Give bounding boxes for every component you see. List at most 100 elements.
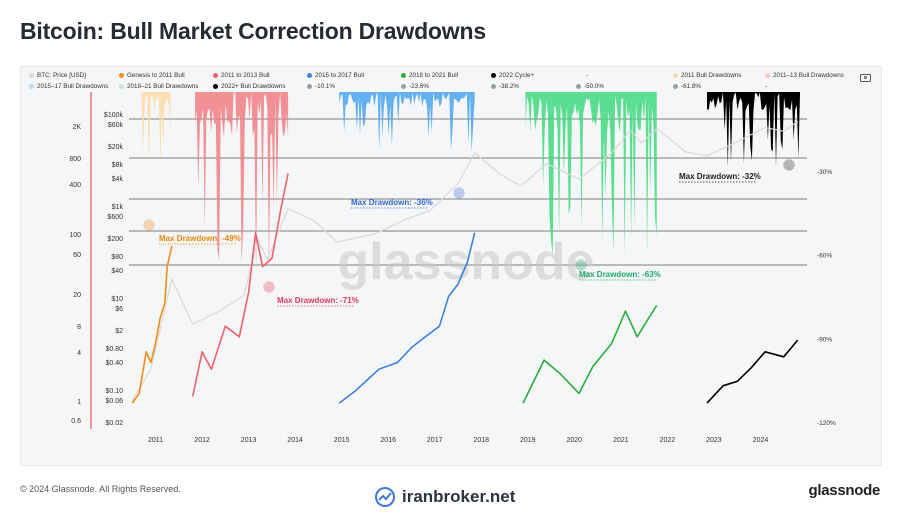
max-drawdown-label: Max Drawdown: -63% [579,270,661,279]
drawdown-fill [141,92,171,166]
legend-dot [673,72,678,78]
legend-dot [119,72,124,78]
legend-item[interactable]: 2022 Cycle+ [491,72,534,80]
footer-brand: iranbroker.net [374,484,515,510]
y-outer-tick-label: 8 [77,324,81,331]
max-drawdown-label: Max Drawdown: -49% [159,234,241,243]
legend-item[interactable]: -38.2% [491,83,519,91]
y-inner-tick-label: $80 [111,254,123,261]
y-outer-tick-label: 20 [73,292,81,299]
y-inner-tick-label: $60k [108,122,124,129]
y-outer-tick-label: 400 [69,182,81,189]
max-drawdown-label: Max Drawdown: -71% [277,296,359,305]
x-tick-label: 2020 [567,437,583,444]
legend-item[interactable]: Genesis to 2011 Bull [119,72,185,80]
brand-text: iranbroker.net [402,487,516,506]
max-drawdown-marker [263,281,275,293]
legend-item[interactable]: 2011–13 Bull Drawdowns [765,72,844,80]
chart-legend: BTC: Price [USD] Genesis to 2011 Bull 20… [21,67,881,93]
y-outer-tick-label: 100 [69,232,81,239]
glassnode-logo: glassnode [808,482,881,499]
y-inner-tick-label: $2 [115,328,123,335]
legend-dot [491,72,496,78]
x-tick-label: 2023 [706,437,722,444]
series-line [131,245,173,404]
max-drawdown-label: Max Drawdown: -36% [351,198,433,207]
y-right-tick-label: -60% [817,253,832,260]
y-inner-tick-label: $40 [111,268,123,275]
legend-item[interactable]: -23.6% [401,83,429,91]
series-line [131,121,799,401]
y-inner-tick-label: $1k [112,204,124,211]
max-drawdown-label: Max Drawdown: -32% [679,172,761,181]
series-line [192,173,289,397]
legend-dot [29,83,34,89]
legend-item[interactable]: - [586,72,589,79]
legend-dot [673,83,678,89]
legend-dot [213,72,218,78]
legend-dot [401,83,406,89]
x-tick-label: 2014 [287,437,303,444]
y-outer-tick-label: 2K [72,124,81,131]
legend-dot [307,83,312,89]
y-inner-tick-label: $20k [108,144,124,151]
max-drawdown-marker [453,187,465,199]
y-inner-tick-label: $6 [115,306,123,313]
max-drawdown-marker [575,259,587,271]
legend-item[interactable]: - [765,83,768,90]
legend-item[interactable]: 2018 to 2021 Bull [401,72,458,80]
y-inner-tick-label: $4k [112,176,124,183]
y-inner-tick-label: $100k [104,112,124,119]
drawdown-fill [339,92,475,152]
y-inner-tick-label: $0.80 [105,346,123,353]
camera-icon[interactable] [860,74,871,82]
legend-item[interactable]: 2011 Bull Drawdowns [673,72,741,80]
y-outer-tick-label: 0.6 [71,418,81,425]
drawdown-fill [525,92,657,256]
y-outer-tick-label: 800 [69,156,81,163]
x-tick-label: 2024 [753,437,769,444]
x-tick-label: 2016 [380,437,396,444]
y-right-tick-label: -120% [817,420,836,427]
series-line [338,232,476,404]
copyright-text: © 2024 Glassnode. All Rights Reserved. [20,484,181,494]
y-right-tick-label: -90% [817,336,832,343]
legend-item[interactable]: 2011 to 2013 Bull [213,72,270,80]
y-inner-tick-label: $200 [107,236,123,243]
x-tick-label: 2015 [334,437,350,444]
x-tick-label: 2019 [520,437,536,444]
max-drawdown-marker [143,219,155,231]
drawdown-fill [707,92,800,167]
legend-item[interactable]: -61.8% [673,83,701,91]
legend-item[interactable]: BTC: Price [USD] [29,72,86,80]
legend-dot [119,83,124,89]
legend-dot [765,72,770,78]
series-line [522,305,658,404]
legend-item[interactable]: 2022+ Bull Drawdowns [213,83,286,91]
legend-item[interactable]: -50.0% [576,83,604,91]
x-tick-label: 2018 [474,437,490,444]
x-tick-label: 2021 [613,437,629,444]
legend-dot [576,83,581,89]
y-inner-tick-label: $0.10 [105,388,123,395]
series-line [706,339,799,404]
drawdown-chart: glassnode Max Drawdown: -49% Max Drawdown:… [69,92,836,444]
legend-item[interactable]: -10.1% [307,83,335,91]
legend-dot [401,72,406,78]
y-inner-tick-label: $0.02 [105,420,123,427]
legend-item[interactable]: 2015–17 Bull Drawdowns [29,83,108,91]
x-tick-label: 2022 [660,437,676,444]
legend-dot [29,72,34,78]
x-tick-label: 2011 [148,437,163,444]
legend-item[interactable]: 2018–21 Bull Drawdowns [119,83,198,91]
y-outer-tick-label: 1 [77,399,81,406]
legend-dot [213,83,218,89]
y-right-tick-label: -30% [817,169,832,176]
y-outer-tick-label: 60 [73,252,81,259]
y-inner-tick-label: $8k [112,162,124,169]
legend-dot [491,83,496,89]
legend-dot [307,72,312,78]
legend-item[interactable]: 2015 to 2017 Bull [307,72,364,80]
watermark-text: glassnode [337,233,594,291]
y-outer-tick-label: 4 [77,350,81,357]
